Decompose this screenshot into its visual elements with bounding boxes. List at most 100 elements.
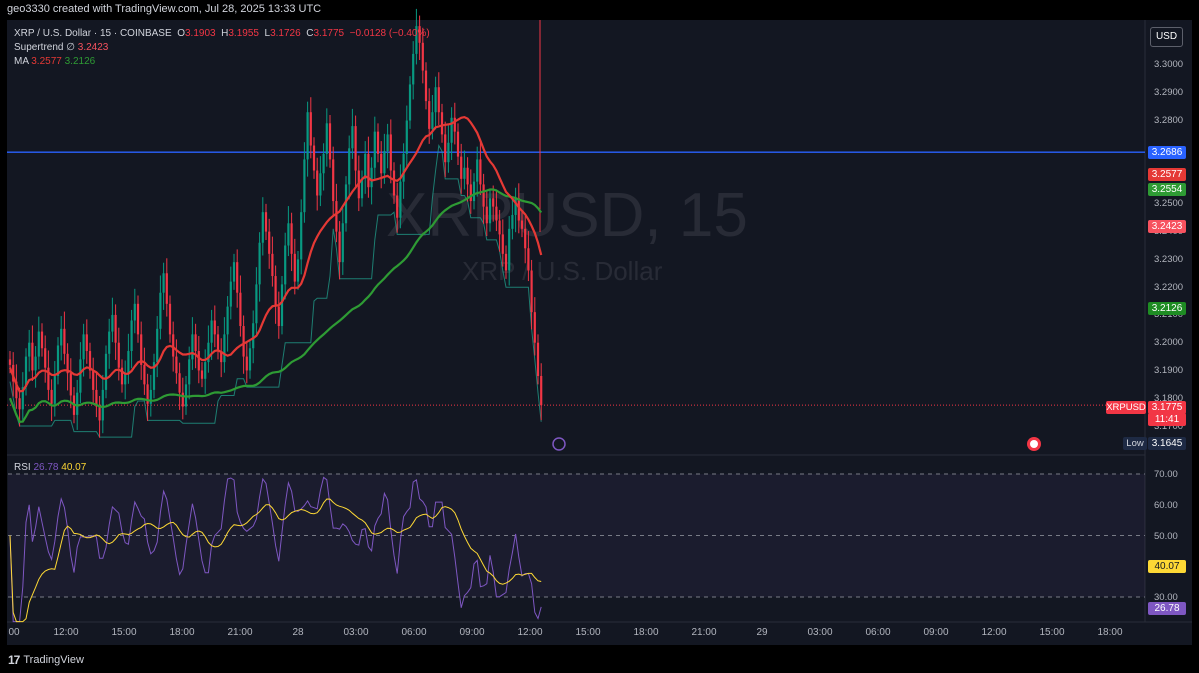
candle-body: [328, 123, 332, 160]
ma-slow-line: [8, 188, 543, 423]
candle-body: [37, 331, 40, 357]
candle-body: [44, 348, 47, 368]
candle-body: [53, 376, 56, 404]
candle-body: [472, 181, 476, 202]
candle-body: [28, 342, 31, 357]
chart-header-text: geo3330 created with TradingView.com, Ju…: [7, 3, 322, 15]
candle-body: [338, 231, 341, 263]
candle-body: [261, 212, 264, 243]
legend-close-label: C: [306, 28, 314, 39]
candle-body: [300, 212, 303, 260]
candle-body: [322, 153, 325, 174]
supertrend-label: Supertrend: [14, 42, 64, 53]
candle-body: [232, 262, 236, 282]
candle-body: [197, 351, 200, 371]
candle-body: [162, 273, 165, 293]
time-tick: 12:00: [981, 627, 1007, 638]
candle-body: [159, 292, 162, 329]
candle-body: [511, 214, 514, 229]
candle-body: [223, 334, 226, 363]
supertrend-legend[interactable]: Supertrend ∅ 3.2423: [14, 42, 108, 53]
ma-label: MA: [14, 56, 29, 67]
rsi-ma-value: 40.07: [61, 462, 87, 473]
candle-body: [156, 328, 159, 363]
candle-body: [466, 167, 469, 185]
candle-body: [152, 362, 156, 390]
us-flag-event-icon-inner: [1030, 440, 1038, 448]
time-tick: 12:00: [53, 627, 79, 638]
watermark-description: XRP / U.S. Dollar: [462, 256, 663, 286]
price-tick: 3.2300: [1154, 254, 1184, 265]
rsi-tick: 70.00: [1154, 469, 1178, 480]
candle-body: [501, 234, 504, 254]
candle-body: [63, 328, 66, 354]
candle-body: [271, 253, 274, 277]
candle-body: [194, 334, 197, 352]
tradingview-brand: TradingView: [23, 654, 84, 666]
candle-body: [376, 131, 380, 154]
candle-body: [367, 153, 370, 188]
time-tick: 12:00: [517, 627, 543, 638]
candle-body: [309, 112, 312, 146]
time-tick: 18:00: [633, 627, 659, 638]
time-tick: 03:00: [343, 627, 369, 638]
candle-body: [191, 334, 194, 360]
time-tick: 03:00: [807, 627, 833, 638]
time-tick: 18:00: [1097, 627, 1123, 638]
candle-body: [69, 373, 72, 396]
candle-body: [213, 320, 216, 335]
tradingview-logo[interactable]: 17 TradingView: [8, 653, 84, 667]
candle-body: [540, 376, 543, 406]
candle-body: [428, 101, 431, 129]
symbol-legend[interactable]: XRP / U.S. Dollar · 15 · COINBASE O3.190…: [14, 28, 430, 39]
candle-body: [242, 326, 245, 357]
candle-body: [277, 306, 280, 327]
ma-slow-value: 3.2126: [64, 56, 96, 67]
candle-body: [370, 167, 373, 188]
chart-frame[interactable]: [7, 20, 1192, 645]
hline-price-tag: 3.2686: [1148, 146, 1186, 159]
legend-high: 3.1955: [228, 28, 259, 39]
currency-button[interactable]: USD: [1150, 27, 1183, 47]
candle-body: [140, 334, 143, 365]
time-tick: 15:00: [111, 627, 137, 638]
candle-body: [504, 253, 508, 271]
candle-body: [373, 131, 376, 168]
candle-body: [495, 206, 498, 221]
candle-body: [88, 351, 92, 371]
ma-legend[interactable]: MA 3.2577 3.2126: [14, 56, 95, 67]
price-tick: 3.1700: [1154, 421, 1184, 432]
price-tick: 3.3000: [1154, 59, 1184, 70]
time-tick: 29: [756, 627, 768, 638]
candle-body: [399, 181, 402, 218]
candle-body: [402, 153, 405, 182]
rsi-tick: 60.00: [1154, 500, 1178, 511]
candle-body: [56, 345, 60, 377]
candle-body: [386, 134, 389, 152]
rsi-value: 26.78: [33, 462, 59, 473]
ma-slow-price-tag: 3.2126: [1148, 302, 1186, 315]
candle-body: [252, 323, 255, 349]
candle-body: [165, 273, 168, 304]
candle-body: [450, 117, 453, 143]
candle-body: [181, 392, 184, 407]
candle-body: [236, 262, 239, 293]
ma-slow-green-tag: 3.2554: [1148, 183, 1186, 196]
candle-body: [351, 126, 354, 149]
rsi-label: RSI: [14, 462, 31, 473]
candle-body: [79, 359, 82, 393]
candle-body: [306, 112, 309, 160]
ma-fast-price-tag: 3.2577: [1148, 168, 1186, 181]
candle-body: [149, 389, 152, 404]
tradingview-logo-icon: 17: [8, 653, 20, 667]
candle-body: [431, 112, 434, 129]
rsi-tick: 30.00: [1154, 592, 1178, 603]
time-tick: 21:00: [691, 627, 717, 638]
candle-body: [18, 398, 21, 410]
candle-body: [434, 87, 437, 113]
candle-body: [101, 389, 104, 421]
candle-body: [460, 156, 463, 179]
price-tick: 3.2200: [1154, 282, 1184, 293]
rsi-legend[interactable]: RSI 26.78 40.07: [14, 462, 86, 473]
